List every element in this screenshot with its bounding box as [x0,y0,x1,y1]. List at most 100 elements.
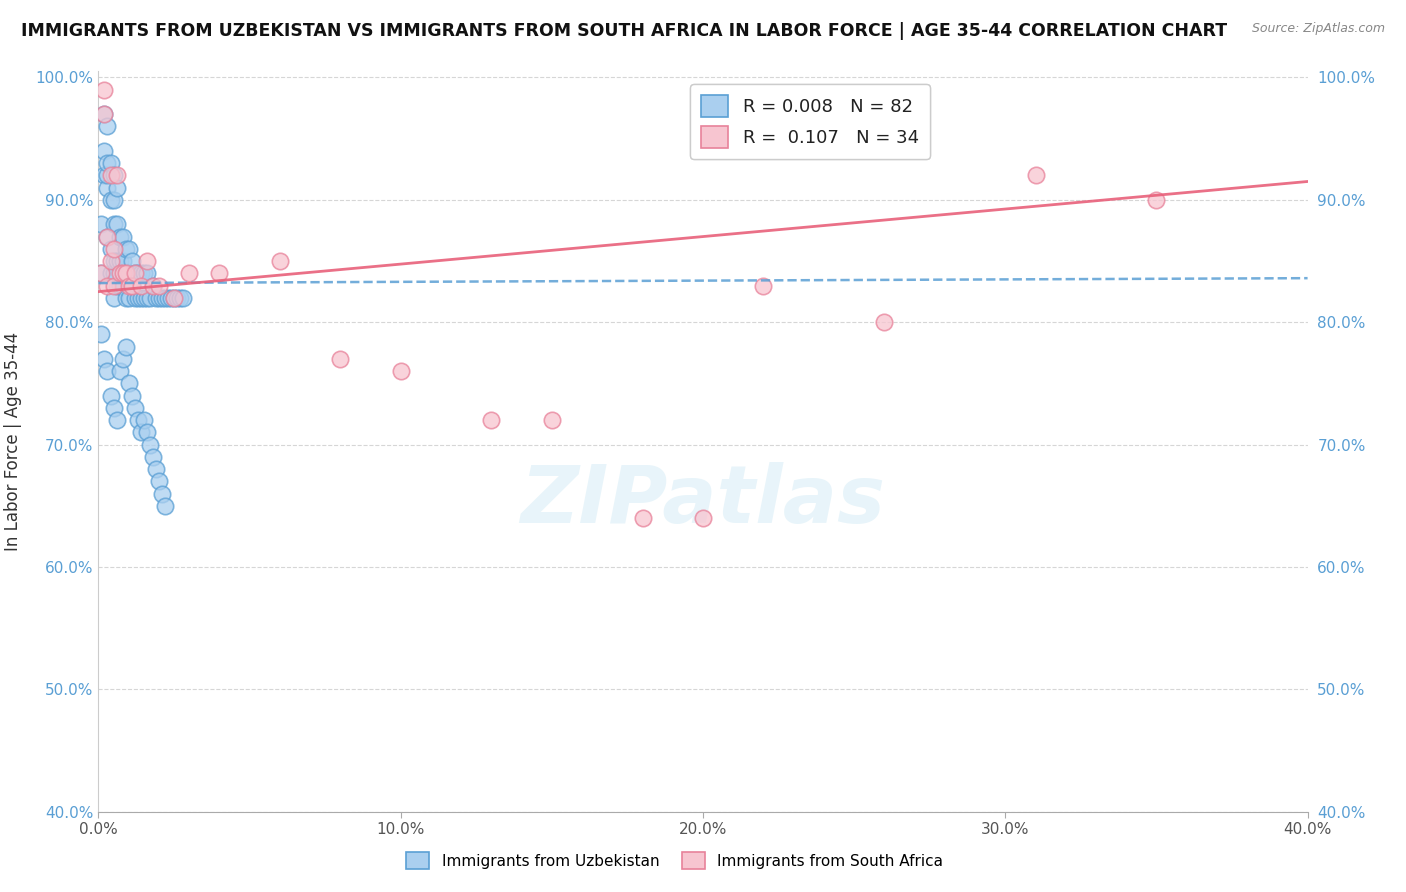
Point [114,340,136,354]
Point [103,193,125,207]
Point [127,291,149,305]
Point [145,462,167,476]
Point [160,291,183,305]
Point [103,278,125,293]
Point [142,278,165,293]
Point [108,266,131,280]
Point [124,266,146,280]
Point [114,266,136,280]
Point [100,389,122,403]
Point [631,511,654,525]
Point [269,254,291,268]
Point [118,266,141,280]
Point [103,254,125,268]
Point [129,425,152,440]
Point [132,413,155,427]
Point [142,450,165,464]
Point [100,266,122,280]
Point [135,425,157,440]
Point [111,278,134,293]
Point [100,254,122,268]
Point [153,291,176,305]
Point [114,266,136,280]
Point [103,242,125,256]
Point [540,413,562,427]
Point [752,278,775,293]
Point [121,254,143,268]
Point [96,169,118,183]
Point [96,229,118,244]
Point [148,291,170,305]
Point [169,291,191,305]
Point [93,144,115,158]
Point [90,266,112,280]
Point [103,291,125,305]
Point [103,217,125,231]
Point [108,278,131,293]
Point [127,266,149,280]
Point [114,242,136,256]
Point [103,266,125,280]
Point [145,291,167,305]
Point [124,266,146,280]
Point [90,327,112,342]
Point [135,291,157,305]
Point [481,413,503,427]
Point [329,351,352,366]
Point [105,169,128,183]
Point [172,291,194,305]
Point [208,266,231,280]
Point [179,266,201,280]
Point [100,242,122,256]
Point [100,169,122,183]
Point [873,315,896,329]
Point [121,278,143,293]
Point [124,401,146,415]
Point [105,254,128,268]
Point [127,413,149,427]
Text: IMMIGRANTS FROM UZBEKISTAN VS IMMIGRANTS FROM SOUTH AFRICA IN LABOR FORCE | AGE : IMMIGRANTS FROM UZBEKISTAN VS IMMIGRANTS… [21,22,1227,40]
Point [111,351,134,366]
Point [111,229,134,244]
Point [1144,193,1167,207]
Point [108,254,131,268]
Point [129,278,152,293]
Point [118,242,141,256]
Legend: Immigrants from Uzbekistan, Immigrants from South Africa: Immigrants from Uzbekistan, Immigrants f… [401,846,949,875]
Point [153,499,176,513]
Point [150,486,173,500]
Point [118,291,141,305]
Point [93,83,115,97]
Point [118,376,141,391]
Legend: R = 0.008   N = 82, R =  0.107   N = 34: R = 0.008 N = 82, R = 0.107 N = 34 [690,84,929,159]
Point [93,107,115,121]
Point [96,156,118,170]
Point [166,291,188,305]
Point [108,229,131,244]
Point [105,180,128,194]
Point [121,278,143,293]
Point [150,291,173,305]
Point [156,291,179,305]
Point [93,169,115,183]
Text: Source: ZipAtlas.com: Source: ZipAtlas.com [1251,22,1385,36]
Point [139,437,162,451]
Point [163,291,186,305]
Point [389,364,412,378]
Point [96,278,118,293]
Point [111,266,134,280]
Point [96,229,118,244]
Point [103,401,125,415]
Point [90,217,112,231]
Point [148,475,170,489]
Point [100,193,122,207]
Point [692,511,714,525]
Point [129,266,152,280]
Text: ZIPatlas: ZIPatlas [520,462,886,540]
Point [135,254,157,268]
Point [121,389,143,403]
Point [111,254,134,268]
Point [93,351,115,366]
Point [132,291,155,305]
Point [90,266,112,280]
